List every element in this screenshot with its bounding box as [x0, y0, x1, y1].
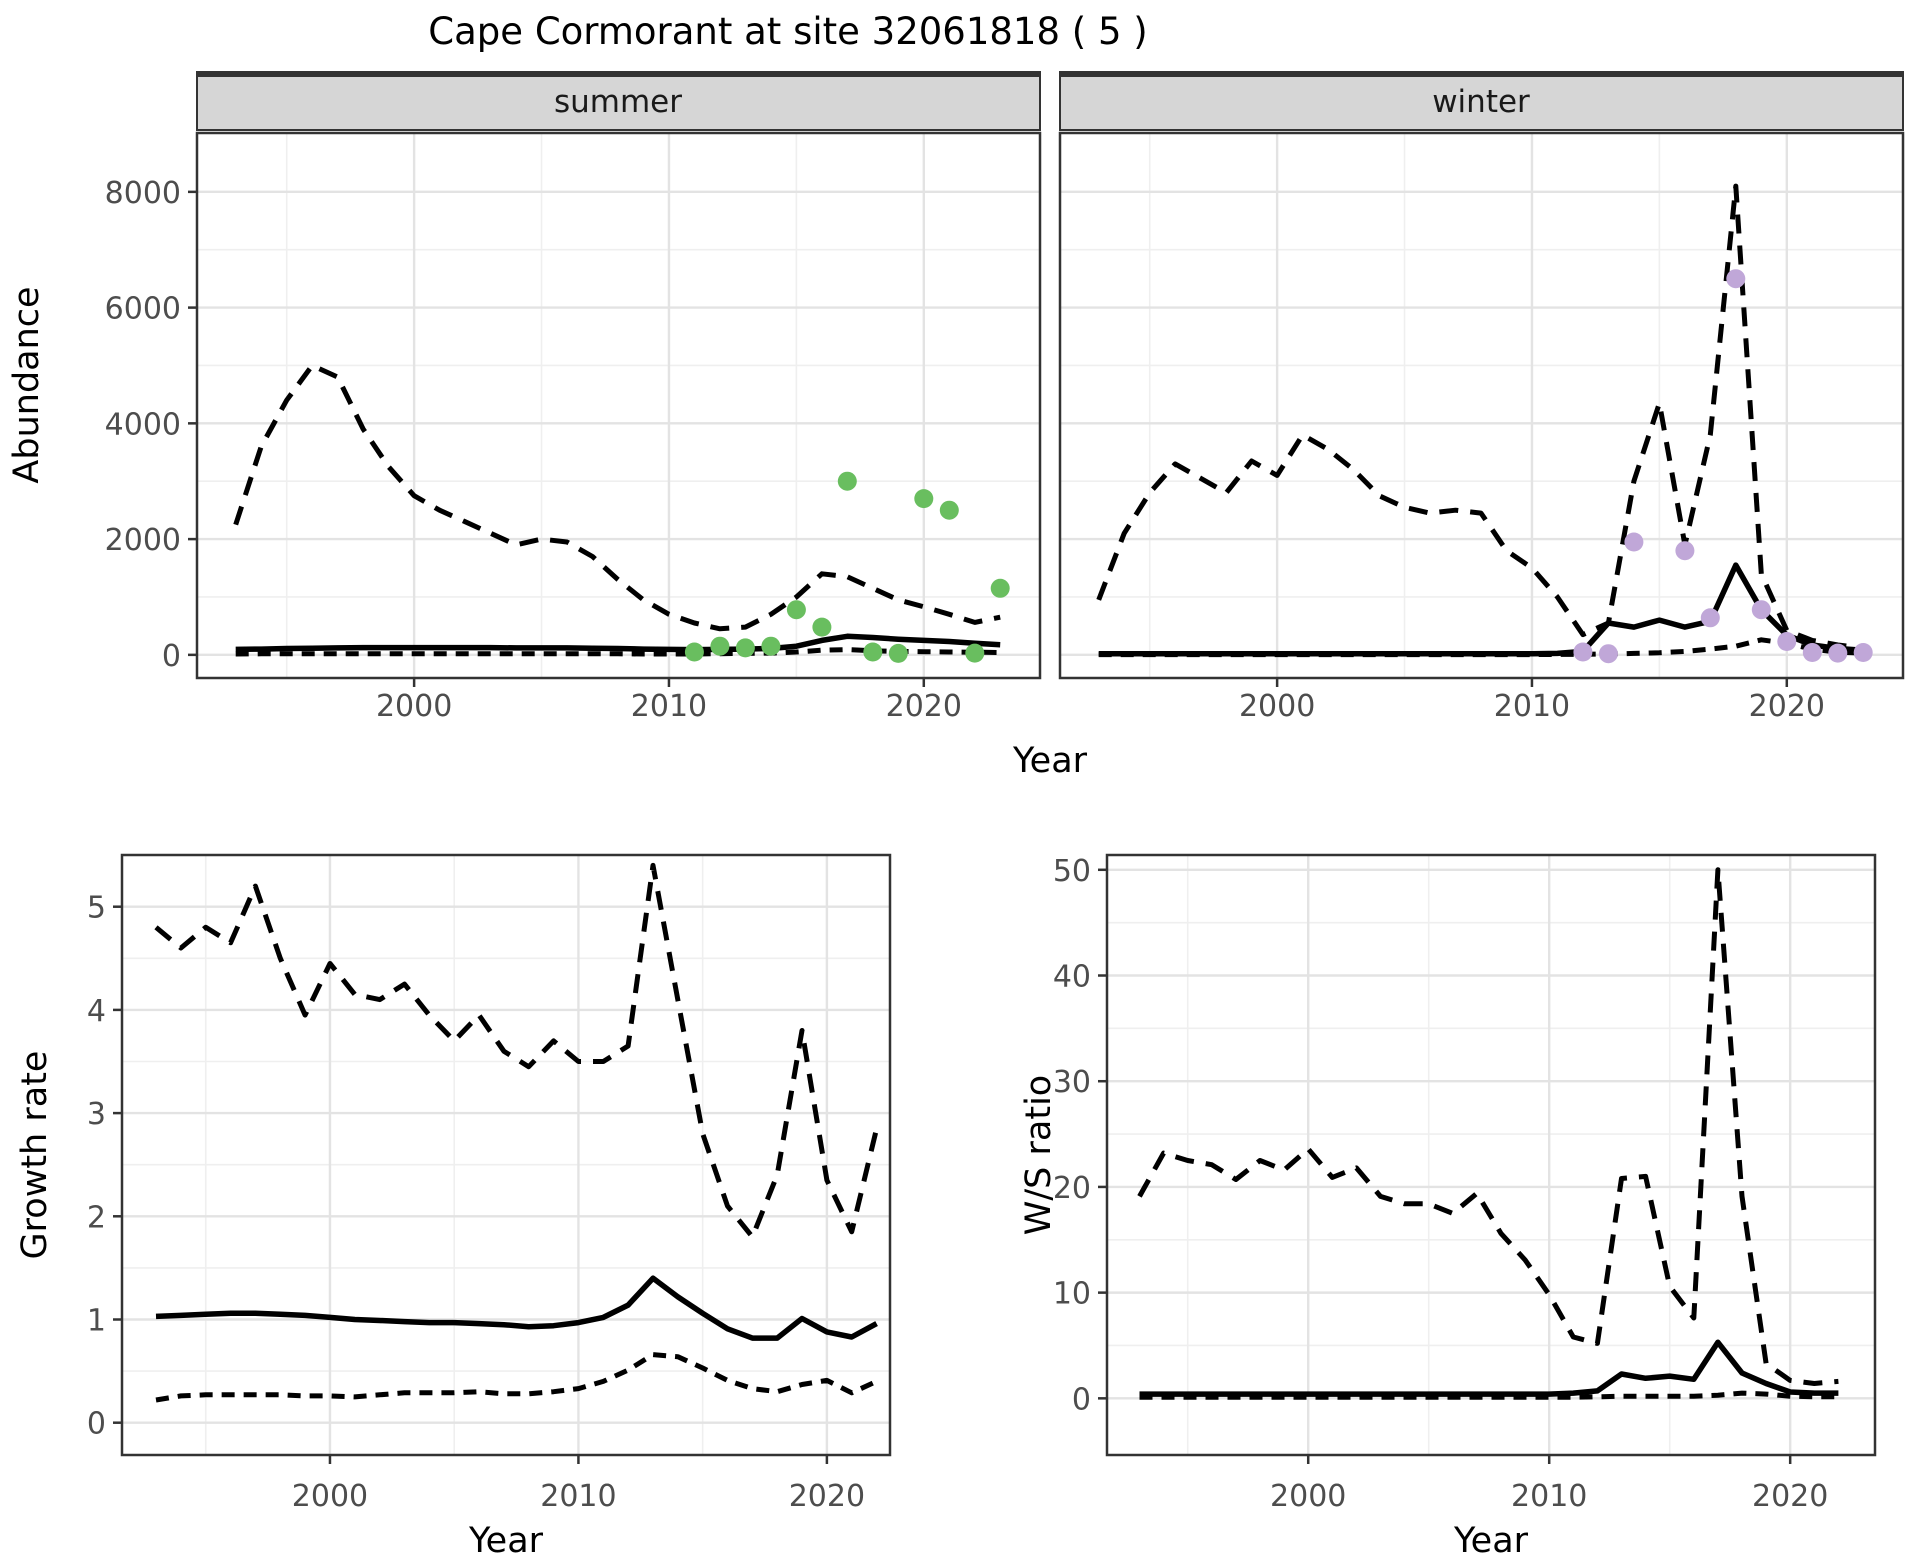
- y-tick-label: 4000: [105, 407, 181, 442]
- y-axis-ticks: 0 1 2 3 4 5: [87, 891, 122, 1442]
- x-tick-label: 2020: [789, 1479, 865, 1514]
- data-point: [786, 600, 806, 620]
- y-tick-label: 30: [1053, 1065, 1091, 1100]
- data-point: [1598, 644, 1618, 664]
- x-tick-label: 2010: [1511, 1479, 1587, 1514]
- panel-border-growth_rate: [120, 853, 892, 1457]
- series-growth_rate-median: [155, 1275, 878, 1341]
- data-point: [812, 617, 832, 637]
- panel-border-ws_ratio: [1105, 853, 1877, 1457]
- data-point: [1802, 643, 1822, 662]
- panel-border-winter: [1058, 131, 1905, 680]
- y-tick-label: 10: [1053, 1277, 1091, 1312]
- series-growth_rate-lower_95ci: [155, 1352, 878, 1403]
- y-tick-label: 4: [87, 994, 106, 1029]
- facet-strip-winter: [1059, 71, 1904, 131]
- series-summer-median: [235, 633, 1001, 653]
- abundance-y-axis-title: Abundance: [7, 286, 47, 483]
- strip-label-winter: winter: [1432, 84, 1530, 120]
- series-winter-lower_95ci: [1098, 637, 1864, 658]
- data-point: [863, 642, 883, 662]
- data-point: [684, 642, 704, 662]
- series-winter-upper_95ci: [1096, 183, 1864, 651]
- series-ws_ratio-lower_95ci: [1139, 1390, 1839, 1400]
- series-growth_rate-upper_95ci: [154, 862, 880, 1240]
- series-ws_ratio-upper_95ci: [1137, 867, 1839, 1386]
- x-axis-ticks: 2000 2010 2020: [1239, 678, 1825, 724]
- x-tick-label: 2020: [1752, 1479, 1828, 1514]
- data-point: [1700, 608, 1720, 628]
- points-summer-observed-counts: [684, 471, 1010, 663]
- data-point: [735, 638, 755, 658]
- y-tick-label: 0: [1072, 1382, 1091, 1417]
- data-point: [710, 636, 730, 656]
- series-ws_ratio-median: [1139, 1339, 1839, 1397]
- y-axis-ticks: 0 2000 4000 6000 8000: [105, 176, 197, 674]
- y-tick-label: 3: [87, 1097, 106, 1132]
- data-point: [965, 643, 985, 663]
- data-point: [1726, 269, 1746, 289]
- ws-x-axis-title: Year: [1453, 1521, 1529, 1560]
- y-tick-label: 2: [87, 1200, 106, 1235]
- growth-y-axis-title: Growth rate: [15, 1051, 55, 1260]
- data-point: [1573, 642, 1593, 662]
- y-tick-label: 0: [87, 1407, 106, 1442]
- data-point: [837, 471, 857, 491]
- y-tick-label: 40: [1053, 960, 1091, 995]
- y-tick-label: 20: [1053, 1171, 1091, 1206]
- panel-ws_ratio: [1105, 853, 1877, 1457]
- y-tick-label: 1: [87, 1303, 106, 1338]
- x-tick-label: 2010: [631, 689, 707, 724]
- series-summer-lower_95ci: [235, 647, 1001, 657]
- series-summer-upper_95ci: [233, 363, 1001, 632]
- x-tick-label: 2010: [540, 1479, 616, 1514]
- data-point: [1624, 532, 1644, 552]
- growth-x-axis-title: Year: [468, 1521, 544, 1560]
- x-tick-label: 2020: [1749, 689, 1825, 724]
- panel-border-summer: [195, 131, 1042, 680]
- data-point: [1777, 632, 1797, 651]
- strip-label-summer: summer: [554, 84, 682, 120]
- data-point: [914, 489, 934, 509]
- x-tick-label: 2000: [376, 689, 452, 724]
- x-tick-label: 2020: [886, 689, 962, 724]
- panel-summer: [195, 131, 1042, 680]
- ws-y-axis-title: W/S ratio: [1019, 1075, 1059, 1235]
- x-axis-ticks: 2000 2010 2020: [1270, 1455, 1828, 1514]
- data-point: [761, 636, 781, 656]
- y-tick-label: 5: [87, 891, 106, 926]
- x-tick-label: 2000: [292, 1479, 368, 1514]
- x-axis-ticks: 2000 2010 2020: [292, 1455, 865, 1514]
- data-point: [888, 643, 908, 663]
- facet-strip-summer: [196, 71, 1041, 131]
- points-winter-observed-counts: [1573, 269, 1873, 664]
- abundance-x-axis-title: Year: [1012, 741, 1088, 781]
- data-point: [990, 578, 1010, 598]
- data-point: [1675, 541, 1695, 561]
- data-point: [1828, 643, 1848, 663]
- y-axis-ticks: 0 10 20 30 40 50: [1053, 854, 1107, 1417]
- panel-winter: [1058, 131, 1905, 680]
- data-point: [939, 500, 959, 520]
- gridlines-winter: [1060, 133, 1903, 678]
- chart-layer: 2000 2010 2020 2000 2010 20200200040006000800…: [87, 71, 1905, 1514]
- y-tick-label: 8000: [105, 176, 181, 211]
- panel-growth_rate: [120, 853, 892, 1457]
- y-tick-label: 50: [1053, 854, 1091, 889]
- gridlines-growth_rate: [122, 855, 890, 1455]
- data-point: [1853, 643, 1873, 662]
- data-point: [1751, 600, 1771, 620]
- x-tick-label: 2010: [1494, 689, 1570, 724]
- x-tick-label: 2000: [1270, 1479, 1346, 1514]
- figure-title: Cape Cormorant at site 32061818 ( 5 ): [428, 10, 1147, 53]
- y-tick-label: 0: [162, 639, 181, 674]
- y-tick-label: 2000: [105, 523, 181, 558]
- x-tick-label: 2000: [1239, 689, 1315, 724]
- y-tick-label: 6000: [105, 292, 181, 327]
- x-axis-ticks: 2000 2010 2020: [376, 678, 962, 724]
